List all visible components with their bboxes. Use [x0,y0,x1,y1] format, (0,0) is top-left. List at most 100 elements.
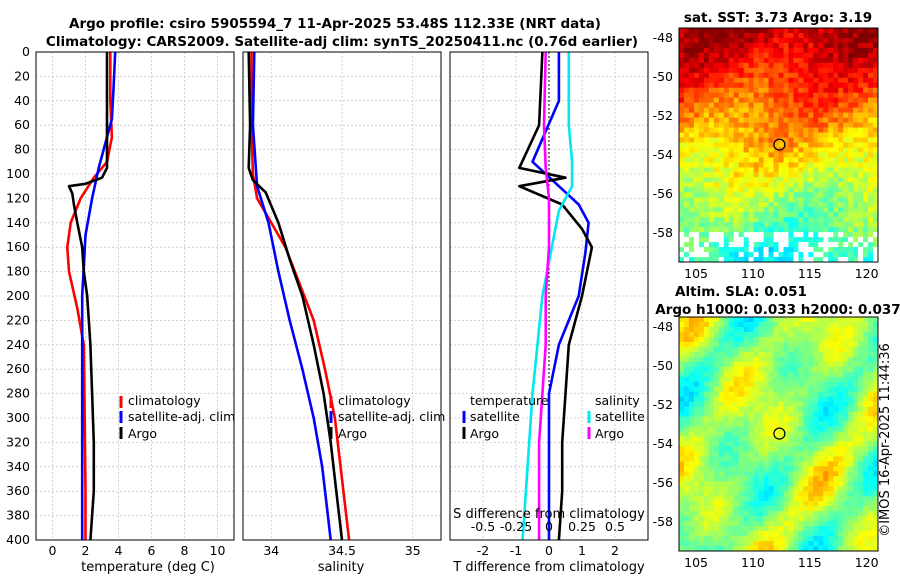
heatmap-cell [688,491,695,497]
heatmap-cell [838,142,844,148]
heatmap-cell [793,461,799,467]
heatmap-cell [818,212,824,218]
heatmap-cell [728,496,735,502]
heatmap-cell [758,456,764,462]
heatmap-cell [768,32,774,39]
heatmap-cell [723,227,730,233]
heatmap-cell [768,177,774,183]
heatmap-cell [858,446,864,452]
heatmap-cell [778,521,784,527]
heatmap-cell [683,436,690,442]
heatmap-cell [863,42,869,49]
heatmap-cell [708,376,715,383]
heatmap-cell [848,157,854,163]
heatmap-cell [713,321,720,328]
heatmap-cell [838,152,844,158]
heatmap-cell [853,526,859,532]
heatmap-cell [783,411,789,417]
heatmap-cell [748,391,754,397]
heatmap-cell [868,331,874,338]
x-tick-label: 0 [545,543,553,558]
heatmap-cell [743,87,749,94]
heatmap-cell [763,252,769,258]
heatmap-cell [743,381,749,387]
heatmap-cell [768,346,774,353]
heatmap-cell [768,326,774,333]
heatmap-cell [679,212,685,218]
heatmap-cell [713,197,720,203]
heatmap-cell [693,361,700,368]
heatmap-cell [873,167,879,173]
heatmap-cell [743,77,749,84]
heatmap-cell [763,122,769,128]
heatmap-cell [853,461,859,467]
heatmap-cell [743,222,749,228]
heatmap-cell [863,466,869,472]
heatmap-cell [733,232,739,238]
heatmap-cell [758,531,764,537]
heatmap-cell [768,192,774,198]
heatmap-cell [679,57,685,64]
heatmap-cell [693,37,700,44]
heatmap-cell [818,192,824,198]
heatmap-cell [683,197,690,203]
heatmap-cell [788,197,794,203]
heatmap-cell [738,496,744,502]
heatmap-cell [698,381,705,387]
heatmap-cell [688,401,695,407]
heatmap-cell [738,516,744,522]
heatmap-cell [743,346,749,353]
heatmap-cell [823,92,829,98]
heatmap-cell [703,446,710,452]
heatmap-cell [813,406,819,412]
heatmap-cell [758,451,764,457]
heatmap-cell [713,486,720,492]
heatmap-cell [778,506,784,512]
heatmap-cell [713,491,720,497]
heatmap-cell [858,117,864,123]
heatmap-cell [679,371,685,378]
heatmap-cell [748,351,754,358]
heatmap-cell [748,366,754,373]
heatmap-cell [708,511,715,517]
heatmap-cell [868,192,874,198]
heatmap-cell [773,242,779,248]
heatmap-cell [843,441,849,447]
heatmap-cell [738,102,744,108]
heatmap-cell [818,242,824,248]
heatmap-cell [738,376,744,383]
heatmap-cell [768,112,774,118]
heatmap-cell [813,396,819,402]
heatmap-cell [753,366,759,373]
heatmap-cell [783,356,789,363]
heatmap-cell [823,247,829,253]
heatmap-cell [843,481,849,487]
heatmap-cell [873,217,879,223]
heatmap-cell [773,421,779,427]
heatmap-cell [848,481,854,487]
heatmap-cell [833,446,839,452]
heatmap-cell [858,456,864,462]
heatmap-cell [873,62,879,69]
heatmap-cell [698,406,705,412]
heatmap-cell [753,466,759,472]
heatmap-cell [738,326,744,333]
heatmap-cell [763,142,769,148]
heatmap-cell [773,341,779,348]
heatmap-cell [788,331,794,338]
heatmap-cell [838,132,844,138]
heatmap-cell [713,177,720,183]
heatmap-cell [863,456,869,462]
heatmap-cell [863,67,869,74]
heatmap-cell [733,202,739,208]
heatmap-cell [698,127,705,133]
heatmap-cell [808,426,814,432]
heatmap-cell [873,321,879,328]
heatmap-cell [713,192,720,198]
heatmap-cell [713,52,720,59]
heatmap-cell [843,97,849,103]
heatmap-cell [863,227,869,233]
heatmap-cell [788,152,794,158]
heatmap-cell [688,67,695,74]
heatmap-cell [708,406,715,412]
